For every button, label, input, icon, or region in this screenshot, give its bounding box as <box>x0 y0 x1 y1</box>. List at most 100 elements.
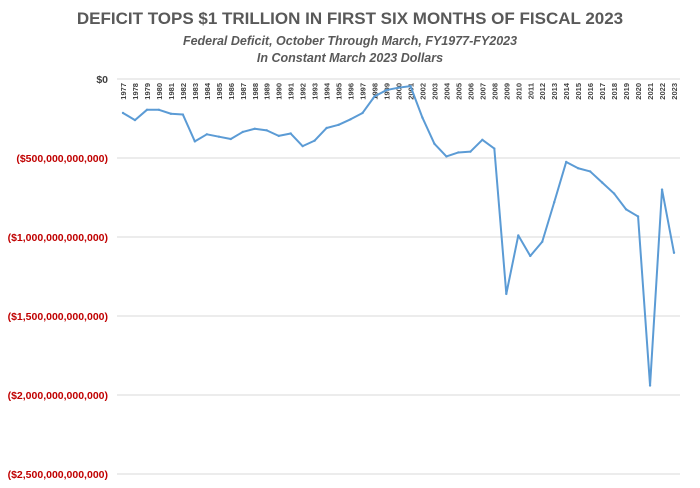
data-point <box>457 151 460 154</box>
data-point <box>445 155 448 158</box>
x-tick-label: 2001 <box>406 83 415 100</box>
x-tick-label: 1994 <box>323 82 332 100</box>
data-point <box>672 251 676 254</box>
data-point <box>277 134 280 138</box>
x-tick-label: 2004 <box>442 82 451 100</box>
x-tick-label: 2003 <box>430 83 439 100</box>
gridlines <box>117 78 680 475</box>
y-tick-label: ($500,000,000,000) <box>16 153 108 165</box>
data-point <box>588 170 592 173</box>
data-point <box>205 133 209 136</box>
y-tick-label: ($1,500,000,000,000) <box>8 311 108 323</box>
x-tick-label: 2010 <box>514 83 523 100</box>
x-tick-label: 2009 <box>502 83 511 100</box>
x-tick-label: 1997 <box>359 83 368 100</box>
data-point <box>529 254 532 258</box>
x-tick-label: 1985 <box>215 83 224 100</box>
x-tick-label: 2014 <box>562 82 571 100</box>
x-tick-label: 2015 <box>574 83 583 100</box>
data-point <box>325 126 328 130</box>
data-point <box>624 208 628 211</box>
x-tick-label: 2012 <box>538 83 547 100</box>
x-tick-label: 2020 <box>634 83 643 100</box>
data-point <box>660 188 664 191</box>
data-point <box>229 137 232 141</box>
data-point <box>553 201 556 204</box>
x-tick-label: 2017 <box>598 83 607 100</box>
series-layer <box>121 84 676 387</box>
deficit-series-line <box>121 85 676 387</box>
x-tick-label: 1978 <box>131 83 140 100</box>
y-axis-tick-labels: $0 ($500,000,000,000) ($1,000,000,000,000)… <box>8 74 109 481</box>
x-tick-label: 2022 <box>658 83 667 100</box>
data-point <box>241 130 244 134</box>
x-tick-label: 1999 <box>383 83 392 100</box>
data-point <box>517 234 520 237</box>
x-tick-label: 1993 <box>311 83 320 100</box>
x-tick-label: 1977 <box>119 83 128 100</box>
data-point <box>289 132 292 135</box>
data-point <box>157 108 161 112</box>
data-point <box>600 181 604 184</box>
x-tick-label: 1984 <box>203 82 212 100</box>
x-tick-label: 2005 <box>454 83 463 100</box>
y-tick-label: ($2,500,000,000,000) <box>8 469 108 481</box>
data-point <box>133 118 137 122</box>
x-tick-label: 2023 <box>670 83 679 100</box>
x-tick-label: 1981 <box>167 83 176 100</box>
data-point <box>349 118 352 121</box>
x-tick-label: 2011 <box>526 83 535 99</box>
data-point <box>469 150 472 153</box>
x-tick-label: 1989 <box>263 83 272 100</box>
data-point <box>265 129 268 132</box>
x-tick-label: 2016 <box>586 83 595 100</box>
data-point <box>193 140 197 143</box>
data-point <box>217 135 221 138</box>
y-tick-label: ($1,000,000,000,000) <box>8 232 108 244</box>
data-point <box>169 112 173 115</box>
x-tick-label: 2019 <box>622 83 631 100</box>
x-tick-label: 1991 <box>287 83 296 100</box>
x-axis-tick-labels: 1977 1978 1979 1980 1981 1982 1983 1984 1985 1986… <box>119 82 679 100</box>
data-point <box>145 108 149 112</box>
data-point <box>253 127 256 130</box>
data-point <box>313 139 316 142</box>
data-point <box>648 384 652 387</box>
chart-title: DEFICIT TOPS $1 TRILLION IN FIRST SIX MO… <box>77 9 623 28</box>
data-point <box>337 123 340 127</box>
x-tick-label: 1990 <box>275 83 284 100</box>
x-tick-label: 2013 <box>550 83 559 100</box>
data-point <box>505 292 508 296</box>
y-tick-label: $0 <box>96 74 108 86</box>
chart-subtitle-line-1: Federal Deficit, October Through March, … <box>183 34 517 48</box>
data-point <box>301 144 304 148</box>
x-tick-label: 2007 <box>478 83 487 100</box>
x-tick-label: 1992 <box>299 83 308 100</box>
data-point <box>481 138 484 142</box>
data-point <box>541 240 544 243</box>
x-tick-label: 1986 <box>227 83 236 100</box>
data-point <box>385 88 388 92</box>
data-point <box>121 111 125 115</box>
x-tick-label: 1982 <box>179 83 188 100</box>
data-point <box>181 113 185 116</box>
chart-subtitle-line-2: In Constant March 2023 Dollars <box>257 51 443 65</box>
x-tick-label: 2002 <box>418 83 427 100</box>
data-point <box>493 147 496 150</box>
x-tick-label: 1983 <box>191 83 200 100</box>
x-tick-label: 1998 <box>371 83 380 100</box>
data-point <box>397 86 400 89</box>
x-tick-label: 2006 <box>466 83 475 100</box>
x-tick-label: 2018 <box>610 83 619 100</box>
y-tick-label: ($2,000,000,000,000) <box>8 390 108 402</box>
x-tick-label: 1988 <box>251 83 260 100</box>
x-tick-label: 1996 <box>347 83 356 100</box>
data-point <box>409 84 412 88</box>
x-tick-label: 2000 <box>395 83 404 100</box>
data-point <box>421 116 424 119</box>
x-tick-label: 1987 <box>239 83 248 100</box>
data-point <box>373 95 376 98</box>
x-tick-label: 1979 <box>143 83 152 100</box>
data-point <box>636 215 640 218</box>
